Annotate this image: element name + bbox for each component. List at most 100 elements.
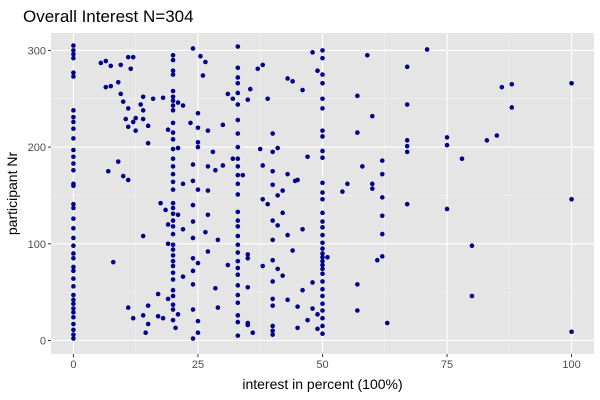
- y-axis-label: participant Nr: [4, 152, 20, 236]
- data-point: [235, 181, 241, 187]
- data-point: [108, 83, 114, 89]
- data-point: [175, 312, 181, 317]
- data-point: [190, 202, 196, 208]
- data-point: [320, 308, 325, 313]
- data-point: [469, 293, 475, 299]
- data-point: [365, 52, 370, 58]
- data-point: [165, 127, 171, 132]
- data-point: [275, 266, 280, 272]
- data-point: [170, 200, 176, 206]
- x-tick-label: 0: [70, 359, 76, 371]
- data-point: [235, 144, 241, 150]
- data-point: [71, 310, 76, 315]
- data-point: [195, 260, 201, 266]
- data-point: [71, 136, 76, 141]
- data-point: [170, 98, 176, 103]
- y-tick-label: 100: [28, 239, 46, 251]
- data-point: [280, 273, 285, 278]
- data-point: [140, 313, 146, 318]
- data-point: [140, 108, 146, 113]
- data-point: [71, 161, 76, 166]
- data-point: [71, 255, 76, 261]
- data-point: [270, 279, 275, 284]
- data-point: [170, 88, 176, 94]
- data-point: [105, 168, 111, 174]
- data-point: [145, 303, 151, 308]
- data-point: [205, 164, 211, 169]
- data-point: [270, 323, 275, 329]
- data-point: [320, 128, 325, 133]
- data-point: [170, 146, 176, 152]
- data-point: [379, 213, 385, 219]
- data-point: [320, 258, 325, 264]
- data-point: [225, 262, 231, 268]
- data-point: [170, 156, 176, 161]
- data-point: [375, 257, 380, 263]
- data-point: [235, 90, 241, 96]
- data-point: [320, 251, 325, 256]
- data-point: [188, 120, 193, 126]
- data-point: [260, 197, 266, 202]
- data-point: [203, 229, 208, 235]
- data-point: [320, 55, 325, 61]
- data-point: [270, 149, 275, 155]
- data-point: [195, 330, 201, 336]
- data-point: [190, 219, 196, 224]
- data-point: [285, 171, 290, 177]
- data-point: [71, 243, 76, 249]
- data-point: [125, 54, 131, 60]
- data-point: [71, 251, 76, 256]
- data-point: [444, 142, 450, 148]
- data-point: [180, 226, 186, 232]
- data-point: [295, 177, 300, 183]
- data-point: [270, 296, 275, 302]
- data-point: [235, 292, 241, 298]
- data-point: [170, 263, 176, 269]
- data-point: [160, 95, 166, 101]
- data-point: [320, 80, 325, 86]
- data-point: [404, 149, 410, 155]
- data-point: [170, 287, 176, 293]
- data-point: [235, 300, 241, 306]
- data-point: [145, 123, 151, 129]
- data-point: [71, 314, 76, 320]
- data-point: [270, 332, 275, 337]
- data-point: [175, 212, 181, 218]
- data-point: [265, 96, 271, 102]
- data-point: [320, 315, 325, 321]
- data-point: [125, 106, 131, 111]
- data-point: [170, 242, 176, 248]
- data-point: [235, 80, 241, 86]
- data-point: [170, 277, 176, 282]
- data-point: [235, 319, 241, 325]
- data-point: [320, 293, 325, 299]
- data-point: [310, 50, 315, 55]
- data-point: [138, 102, 143, 107]
- data-point: [170, 307, 176, 312]
- y-tick-label: 300: [28, 45, 46, 57]
- data-point: [230, 96, 236, 102]
- data-point: [235, 65, 241, 71]
- data-point: [71, 276, 76, 281]
- data-point: [255, 66, 261, 72]
- data-point: [133, 128, 138, 133]
- data-point: [170, 137, 176, 142]
- data-point: [180, 274, 186, 279]
- data-point: [235, 156, 241, 161]
- data-point: [170, 247, 176, 252]
- data-point: [175, 145, 181, 151]
- data-point: [270, 218, 275, 223]
- data-point: [170, 68, 176, 74]
- data-point: [71, 327, 76, 333]
- data-point: [195, 110, 201, 116]
- data-point: [220, 122, 226, 128]
- data-point: [195, 318, 201, 324]
- data-point: [71, 74, 76, 79]
- data-point: [205, 212, 211, 218]
- data-point: [71, 154, 76, 160]
- data-point: [103, 58, 109, 64]
- data-point: [270, 237, 275, 243]
- data-point: [235, 272, 241, 278]
- data-point: [118, 62, 124, 68]
- data-point: [165, 222, 171, 227]
